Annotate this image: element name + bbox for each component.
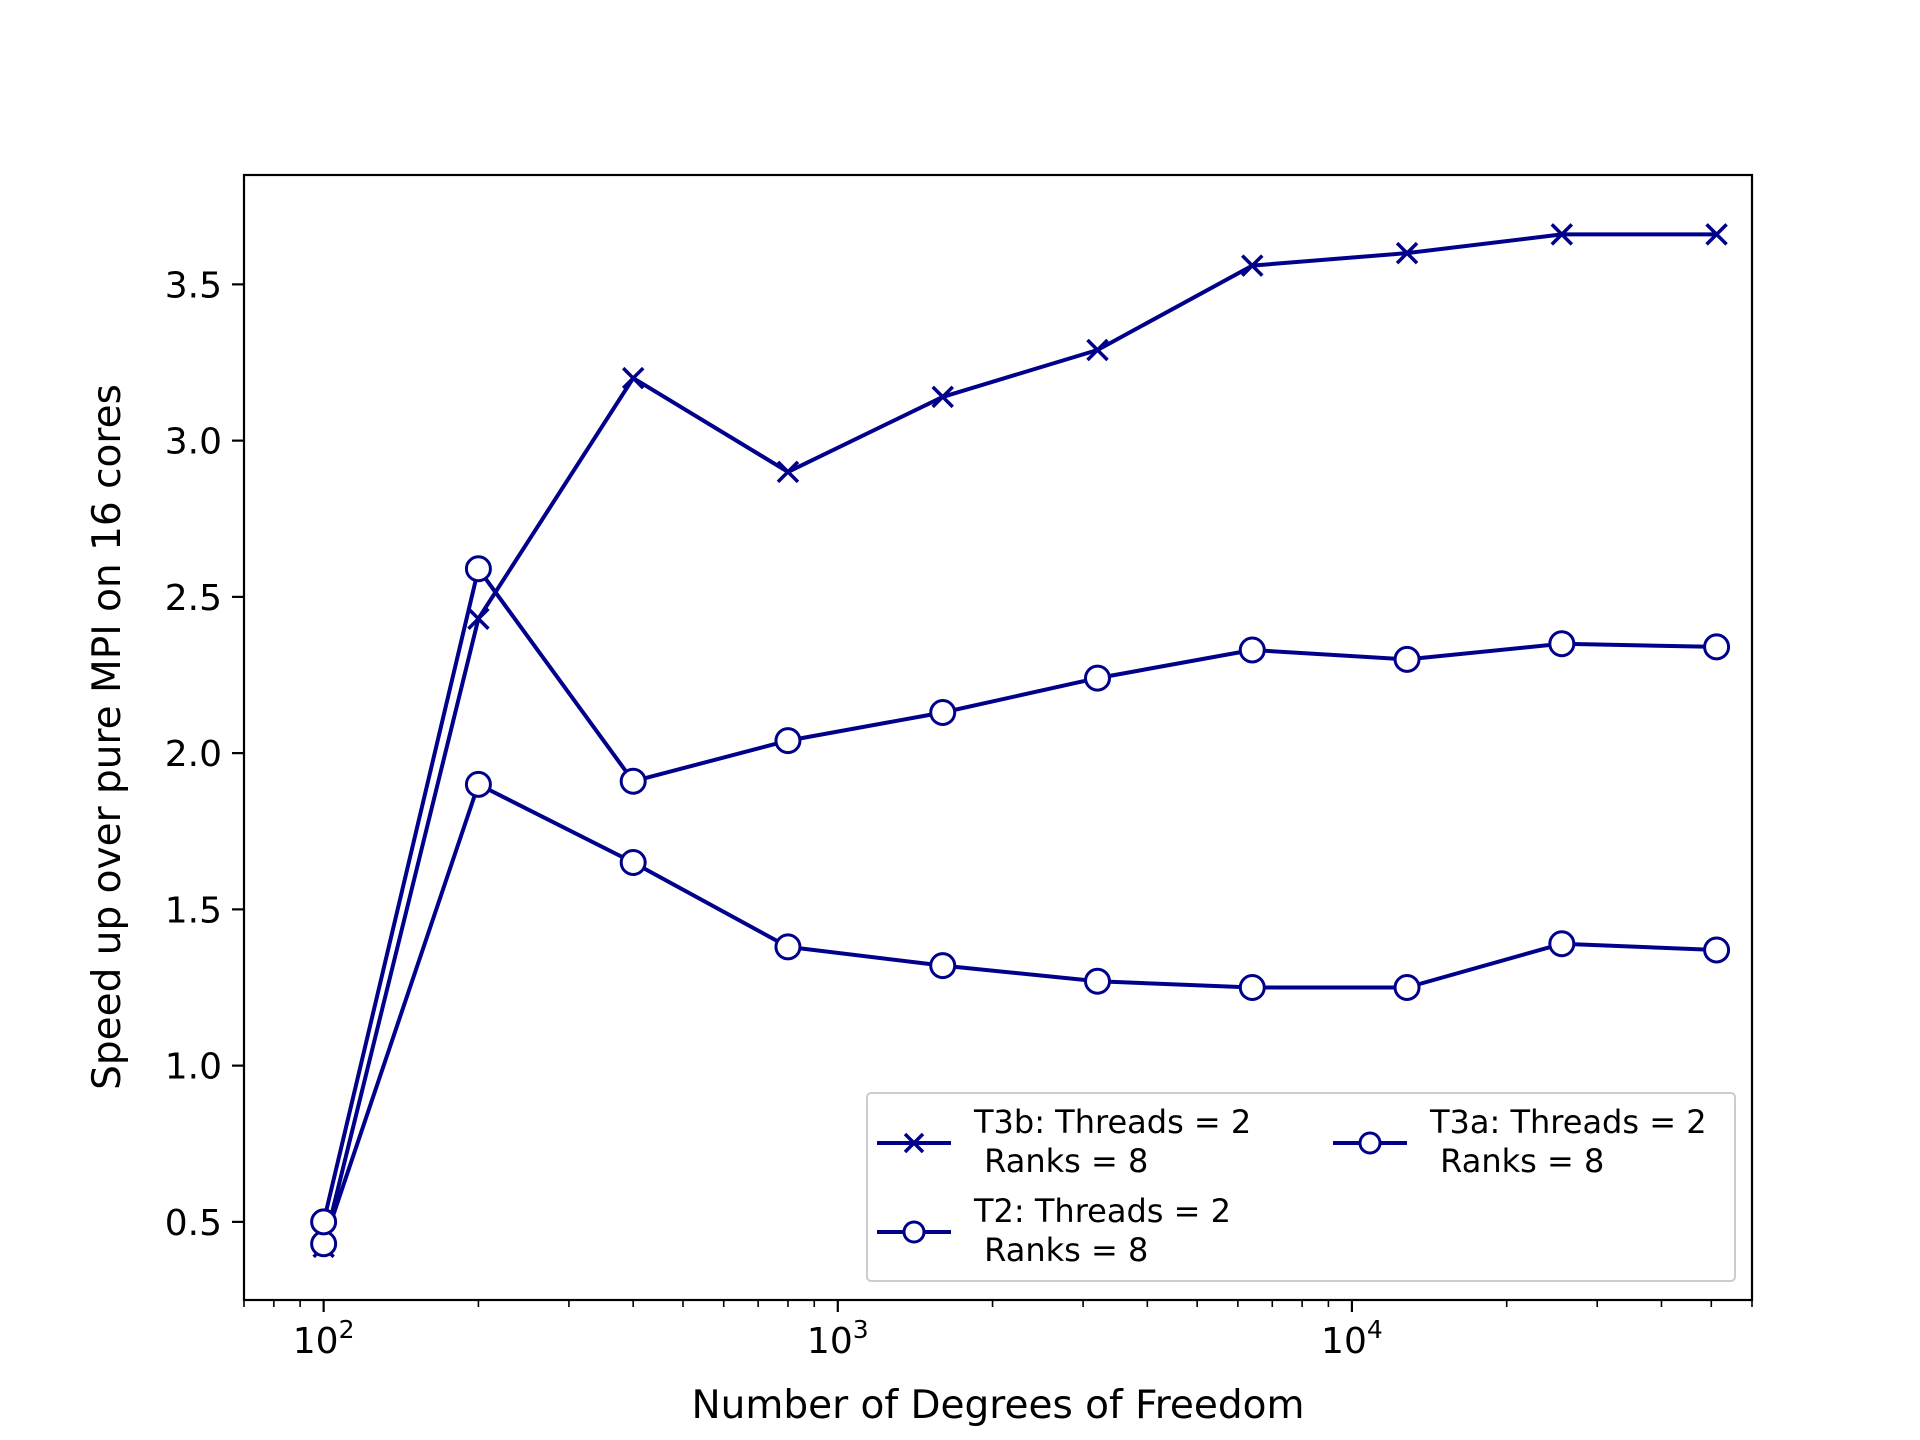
legend-label-t2-line2: Ranks = 8 — [974, 1231, 1148, 1269]
y-tick-label: 2.5 — [165, 578, 222, 619]
data-point-t3a — [464, 555, 492, 583]
data-point-t3b — [776, 460, 800, 484]
y-tick-label: 2.0 — [165, 734, 222, 775]
x-tick-label: 104 — [1321, 1315, 1383, 1362]
data-point-t2 — [1238, 974, 1266, 1001]
legend-label-t3b-line2: Ranks = 8 — [974, 1142, 1148, 1180]
data-point-t3a — [1083, 664, 1111, 692]
data-point-t3b — [467, 607, 490, 630]
legend-marker-circle-icon — [902, 1220, 926, 1244]
legend-entry-t3a: T3a: Threads = 2 Ranks = 8 — [1333, 1103, 1707, 1180]
data-point-t2 — [619, 849, 647, 876]
y-tick-label: 0.5 — [165, 1203, 222, 1244]
data-point-t3a — [310, 1208, 338, 1236]
data-point-t3b — [1705, 223, 1728, 246]
axes-frame — [242, 173, 1754, 1302]
data-point-t3a — [1393, 645, 1421, 673]
series-line-t3b — [321, 232, 1717, 1248]
x-tick-label: 102 — [293, 1315, 355, 1362]
data-point-t2 — [1703, 936, 1731, 964]
legend-label-t3a-line2: Ranks = 8 — [1430, 1142, 1604, 1180]
data-point-t3b — [1395, 241, 1419, 265]
data-point-t2 — [1548, 930, 1576, 958]
series-line-t3a — [321, 566, 1717, 1223]
data-point-t3a — [929, 699, 957, 726]
x-tick-label: 103 — [807, 1315, 869, 1362]
data-point-t2 — [464, 770, 492, 798]
legend-entry-t2: T2: Threads = 2 Ranks = 8 — [877, 1192, 1231, 1269]
data-point-t3a — [1548, 630, 1576, 658]
legend-entry-t3b: T3b: Threads = 2 Ranks = 8 — [877, 1103, 1251, 1180]
data-point-t3b — [621, 366, 645, 390]
x-axis: 102 103 104 — [243, 1300, 1753, 1362]
data-point-t3b — [1086, 338, 1109, 362]
data-point-t3b — [931, 385, 954, 409]
legend-frame — [866, 1092, 1736, 1282]
y-tick-label: 1.5 — [165, 890, 222, 931]
data-point-t3a — [1238, 636, 1266, 664]
y-tick-label: 1.0 — [165, 1047, 222, 1088]
data-point-t3a — [774, 727, 802, 755]
series-line-t2 — [321, 782, 1717, 1245]
data-point-t3a — [1703, 633, 1731, 661]
legend-label-t3b-line1: T3b: Threads = 2 — [973, 1103, 1251, 1141]
series-layer — [310, 223, 1731, 1259]
y-tick-label: 3.5 — [165, 265, 222, 306]
data-point-t2 — [1393, 974, 1421, 1001]
legend-marker-x-icon — [903, 1132, 925, 1154]
data-point-t3a — [619, 767, 647, 795]
data-point-t3b — [1550, 223, 1574, 246]
legend-label-t2-line1: T2: Threads = 2 — [973, 1192, 1231, 1230]
y-tick-label: 3.0 — [165, 422, 222, 463]
legend-marker-circle-icon — [1358, 1131, 1382, 1155]
data-point-t2 — [1083, 967, 1111, 995]
data-point-t3b — [1241, 254, 1264, 277]
data-point-t2 — [774, 933, 802, 961]
x-axis-label: Number of Degrees of Freedom — [691, 1383, 1304, 1428]
legend-label-t3a-line1: T3a: Threads = 2 — [1429, 1103, 1707, 1141]
y-axis: 0.5 1.0 1.5 2.0 2.5 3.0 3.5 — [165, 265, 244, 1244]
legend: T3b: Threads = 2 Ranks = 8 T2: Threads =… — [866, 1092, 1736, 1282]
y-axis-label: Speed up over pure MPI on 16 cores — [85, 384, 130, 1090]
data-point-t2 — [929, 952, 957, 980]
